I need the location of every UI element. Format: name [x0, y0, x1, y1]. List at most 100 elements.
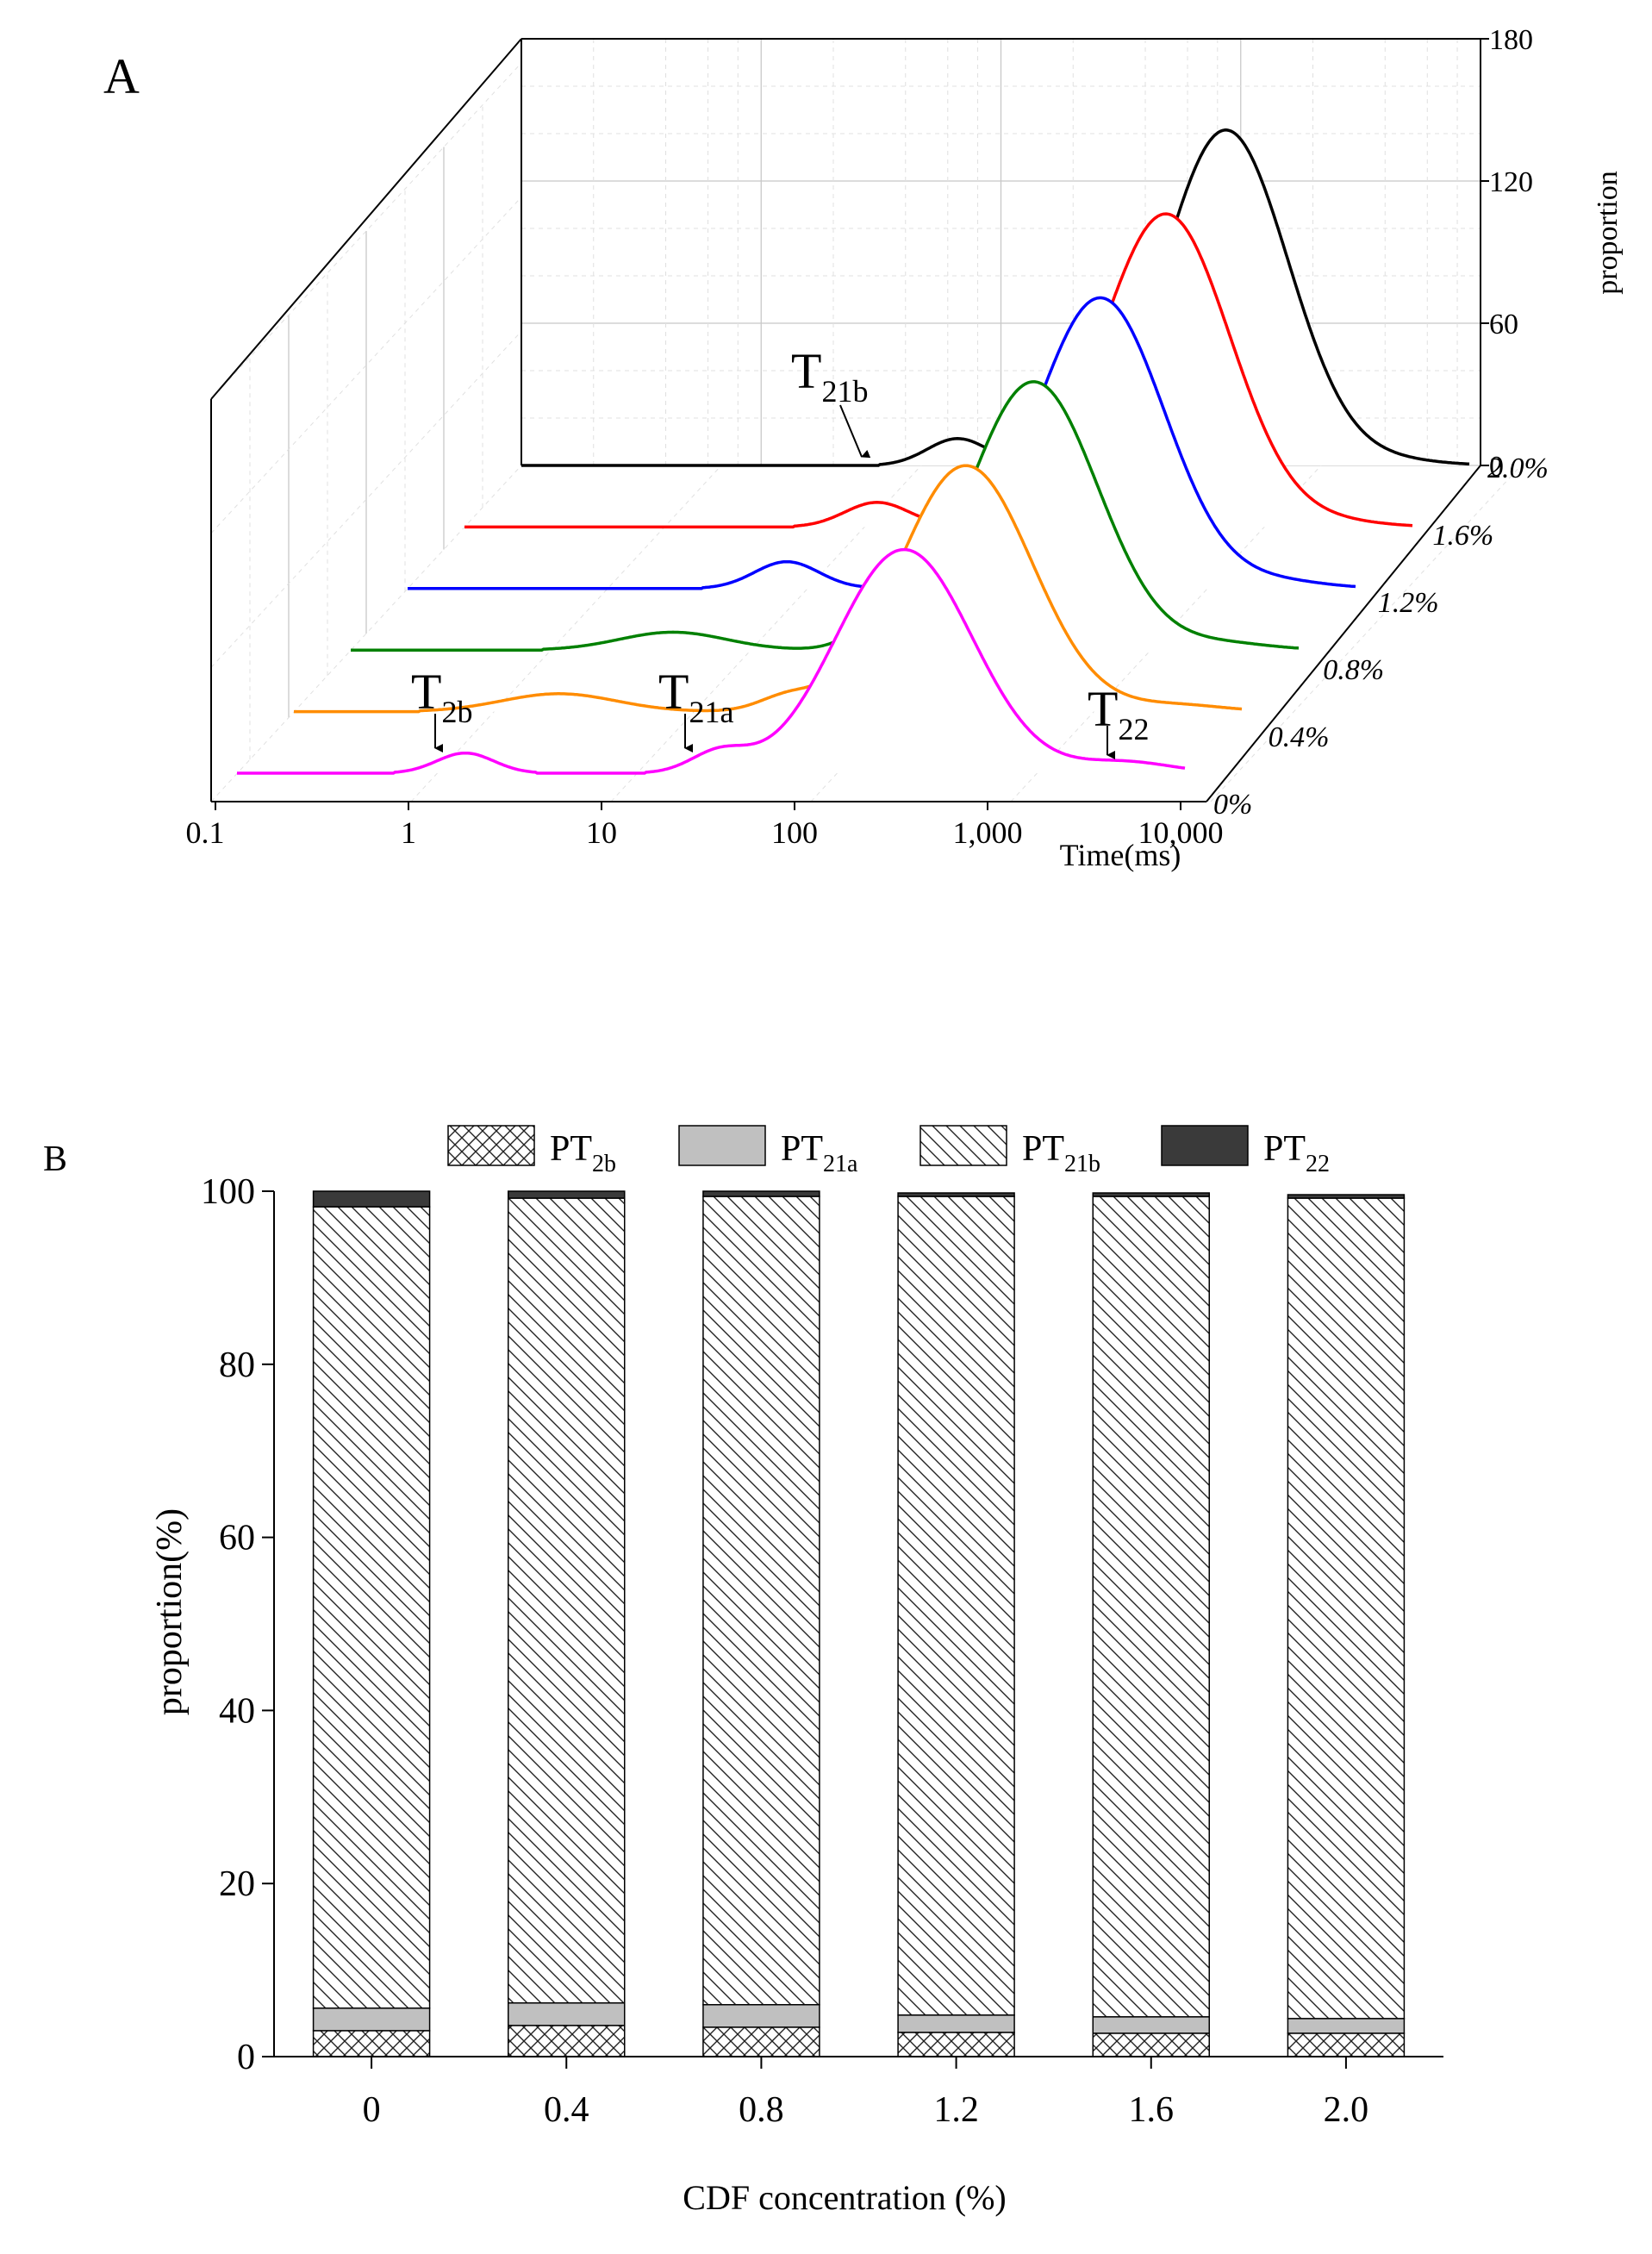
y-tick-label: 80 [219, 1346, 255, 1385]
bar-segment-21b [312, 1206, 431, 2009]
annotation-2b: T2b [411, 664, 472, 729]
annotation-21b-main: T [791, 343, 821, 399]
legend-swatch-21b [920, 1125, 1007, 1166]
bar-segment-2b [312, 2030, 431, 2057]
panel-b-legend: PT2b PT21a PT21b PT22 [447, 1125, 1330, 1177]
x-tick-label: 0 [363, 2090, 381, 2130]
y-tick-label: 40 [219, 1691, 255, 1731]
bar-segment-22 [897, 1192, 1015, 1197]
floor-gridline [410, 465, 722, 802]
panel-b-bars [312, 1190, 1406, 2057]
depth-tick-label: 1.6% [1432, 520, 1493, 552]
x-tick-label: 10 [586, 815, 617, 850]
x-tick-label: 0.4 [544, 2090, 589, 2130]
z-tick-label: 0 [1489, 451, 1504, 483]
bar-segment-21b [897, 1196, 1015, 2016]
legend-label-22: PT22 [1263, 1129, 1330, 1177]
legend-label-2b: PT2b [550, 1129, 616, 1177]
annotation-21b: T21b [791, 343, 868, 409]
bar-segment-21a [508, 2002, 626, 2026]
series-line-0pct [237, 547, 1186, 775]
legend-label-22-sub: 22 [1306, 1151, 1330, 1177]
annotation-2b-sub: 2b [441, 695, 472, 729]
bar-segment-22 [1287, 1194, 1406, 1199]
panel-a-ylabel: proportion [1592, 171, 1624, 295]
bar-segment-21a [1287, 2018, 1406, 2034]
x-tick-label: 1 [401, 815, 416, 850]
annotation-21a-main: T [658, 664, 689, 720]
bar-segment-2b [1287, 2032, 1406, 2057]
side-wall-gridline [210, 62, 522, 400]
bar-segment-22 [312, 1190, 431, 1208]
series-line-0-4pct [294, 464, 1243, 714]
side-wall-gridline [210, 330, 522, 668]
panel-b-xlabel: CDF concentration (%) [683, 2178, 1006, 2217]
bar-segment-21a [1092, 2016, 1210, 2034]
floor-gridline [210, 465, 522, 802]
floor-gridline [1210, 465, 1522, 802]
side-wall-top-edge [210, 38, 522, 400]
legend-label-2b-main: PT [550, 1129, 592, 1169]
panel-b-label: B [43, 1139, 67, 1179]
bar-segment-21b [508, 1197, 626, 2004]
z-tick-label: 180 [1489, 24, 1533, 56]
x-tick-label: 0.8 [739, 2090, 784, 2130]
panel-a-series [237, 128, 1470, 775]
bar-segment-21a [312, 2007, 431, 2032]
legend-swatch-2b [447, 1125, 535, 1166]
legend-label-21b-sub: 21b [1064, 1151, 1100, 1177]
y-tick-label: 20 [219, 1864, 255, 1904]
bar-segment-2b [1092, 2032, 1210, 2057]
series-occluder [294, 465, 1242, 712]
z-tick-label: 60 [1489, 309, 1518, 340]
bar-segment-21b [1287, 1197, 1406, 2020]
bar-segment-21b [702, 1196, 820, 2006]
depth-axis-line [1206, 465, 1481, 802]
y-tick-label: 100 [201, 1172, 255, 1212]
panel-a-label: A [103, 48, 140, 104]
y-tick-label: 0 [237, 2038, 255, 2077]
bar-segment-2b [508, 2025, 626, 2057]
side-wall-gridline [210, 197, 522, 534]
depth-tick-label: 0% [1213, 789, 1252, 821]
series-occluder [408, 297, 1356, 589]
series-occluder [521, 129, 1469, 466]
bar-segment-21a [897, 2014, 1015, 2033]
panel-a-xlabel: Time(ms) [1060, 838, 1181, 872]
bar-segment-22 [1092, 1192, 1210, 1197]
legend-label-21a-main: PT [781, 1129, 823, 1169]
x-tick-label: 10,000 [1138, 815, 1224, 850]
bar-segment-21b [1092, 1196, 1210, 2018]
bar-segment-22 [508, 1190, 626, 1199]
series-occluder [237, 549, 1185, 773]
x-tick-label: 1.6 [1129, 2090, 1175, 2130]
x-tick-label: 1.2 [933, 2090, 979, 2130]
annotation-22-sub: 22 [1118, 712, 1149, 746]
annotation-arrow-21b [839, 404, 871, 459]
annotation-22-main: T [1088, 681, 1118, 737]
bar-segment-22 [702, 1190, 820, 1197]
panel-a-frame [210, 38, 1489, 810]
panel-b-axes: 0 20 40 60 80 100 0 0.4 0.8 1.2 1.6 2.0 [201, 1172, 1443, 2130]
legend-label-21b: PT21b [1022, 1129, 1100, 1177]
x-tick-label: 1,000 [953, 815, 1023, 850]
annotation-21a-sub: 21a [689, 695, 733, 729]
legend-label-21b-main: PT [1022, 1129, 1064, 1169]
annotation-21b-sub: 21b [821, 374, 868, 409]
panel-b-ylabel: proportion(%) [150, 1508, 190, 1715]
legend-label-22-main: PT [1263, 1129, 1306, 1169]
legend-swatch-21a [678, 1125, 766, 1166]
depth-tick-label: 2.0% [1487, 453, 1549, 484]
annotation-22: T22 [1088, 681, 1149, 746]
series-line-0-8pct [351, 380, 1300, 652]
depth-tick-label: 0.4% [1269, 721, 1330, 753]
x-tick-label: 100 [771, 815, 818, 850]
z-tick-label: 120 [1489, 166, 1533, 198]
annotation-21a: T21a [658, 664, 733, 729]
series-occluder [351, 381, 1299, 651]
annotation-2b-main: T [411, 664, 441, 720]
